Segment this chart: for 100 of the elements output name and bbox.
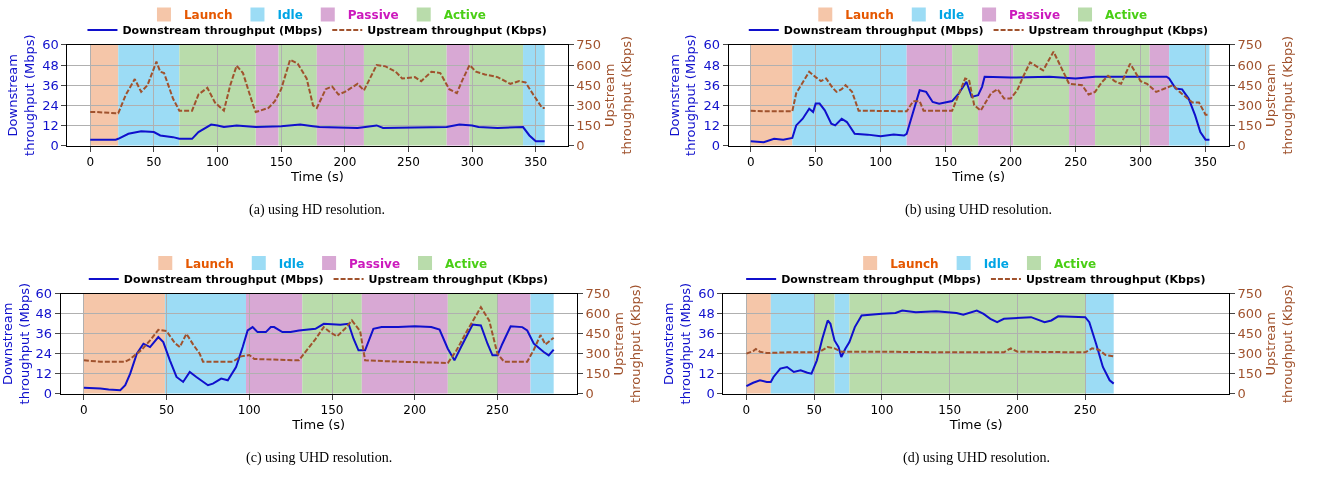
legend-label: Active	[1105, 8, 1148, 23]
line-series	[745, 309, 1115, 388]
y-tick-label: 60	[703, 37, 721, 53]
legend-label: Idle	[278, 256, 305, 271]
y2-tick-label: 450	[576, 77, 602, 93]
legend-label: Launch	[185, 256, 234, 271]
y2-tick-label: 750	[576, 37, 602, 53]
y-tick-label: 36	[42, 77, 59, 93]
y-tick-label: 36	[698, 326, 715, 342]
x-tick-label: 150	[269, 154, 293, 169]
y-tick-label: 48	[703, 57, 721, 73]
x-axis-title: Time (s)	[290, 168, 344, 184]
legend-label: Downstream throughput (Mbps)	[783, 24, 984, 38]
x-tick-label: 100	[869, 154, 893, 169]
line-series	[82, 306, 555, 364]
x-tick-label: 250	[1073, 402, 1097, 417]
legend-label: Passive	[349, 256, 401, 271]
legend-label: Upstream throughput (Kbps)	[367, 24, 547, 38]
x-tick-label: 250	[1064, 154, 1088, 169]
legend-label: Upstream throughput (Kbps)	[368, 273, 549, 287]
x-axis-title: Time (s)	[291, 416, 346, 432]
y2-tick-label: 600	[585, 306, 611, 322]
x-tick-label: 250	[397, 154, 420, 169]
x-tick-label: 200	[333, 154, 357, 169]
y-tick-label: 36	[703, 77, 721, 93]
legend-label: Launch	[890, 256, 939, 271]
y2-axis-title: Upstream throughput (Kbps)	[1262, 35, 1295, 155]
x-tick-label: 50	[808, 154, 824, 169]
x-tick-label: 300	[460, 154, 484, 169]
y2-tick-label: 0	[1237, 138, 1246, 154]
y-tick-label: 48	[698, 306, 715, 322]
line-series	[89, 58, 546, 115]
y-tick-label: 24	[703, 97, 721, 113]
legend-label: Passive	[347, 8, 399, 23]
text: (d) using UHD resolution.	[903, 450, 1050, 466]
x-tick-label: 50	[146, 154, 162, 169]
x-tick-label: 250	[485, 402, 509, 417]
legend-label: Downstream throughput (Mbps)	[781, 273, 981, 287]
y2-tick-label: 750	[1237, 286, 1263, 302]
legend-label: Downstream throughput (Mbps)	[123, 273, 324, 287]
y-tick-label: 12	[703, 117, 721, 133]
y-tick-label: 0	[706, 386, 715, 402]
y2-tick-label: 450	[1237, 77, 1263, 93]
legend-label: Launch	[845, 8, 894, 23]
y2-tick-label: 300	[576, 97, 602, 113]
line-series	[89, 123, 546, 143]
x-tick-label: 150	[320, 402, 344, 417]
y-tick-label: 0	[43, 386, 53, 402]
y2-tick-label: 300	[585, 346, 611, 362]
text: (c) using UHD resolution.	[246, 450, 393, 466]
y-tick-label: 60	[35, 286, 53, 302]
y2-tick-label: 150	[1237, 366, 1263, 382]
x-tick-label: 350	[1194, 154, 1217, 169]
x-tick-label: 100	[206, 154, 229, 169]
y2-tick-label: 300	[1237, 346, 1263, 362]
y2-tick-label: 0	[585, 386, 594, 402]
y-axis-title: Downstream throughput (Mbps)	[661, 283, 694, 405]
y-tick-label: 36	[35, 326, 53, 342]
y-tick-label: 48	[35, 306, 53, 322]
x-tick-label: 200	[1006, 402, 1029, 417]
line-series	[745, 346, 1115, 358]
line-series	[749, 50, 1211, 116]
y2-axis-title: Upstream throughput (Kbps)	[610, 284, 643, 404]
legend-label: Idle	[983, 256, 1009, 271]
x-tick-label: 100	[870, 402, 894, 417]
y2-tick-label: 0	[576, 138, 585, 154]
legend-label: Active	[1053, 256, 1097, 271]
y2-tick-label: 750	[585, 286, 611, 302]
y-axis-title: Downstream throughput (Mbps)	[666, 34, 699, 156]
y-tick-label: 24	[698, 346, 715, 362]
x-tick-label: 0	[746, 154, 755, 169]
y-axis-title: Downstream throughput (Mbps)	[0, 283, 32, 405]
y-tick-label: 24	[42, 97, 59, 113]
line-series	[749, 75, 1211, 144]
y-tick-label: 12	[42, 117, 59, 133]
x-tick-label: 0	[742, 402, 751, 417]
legend-label: Launch	[183, 8, 233, 23]
y-tick-label: 12	[698, 366, 715, 382]
y2-tick-label: 600	[1237, 306, 1263, 322]
y-tick-label: 0	[50, 138, 59, 154]
y-tick-label: 24	[35, 346, 53, 362]
legend-label: Idle	[277, 8, 303, 23]
x-tick-label: 150	[938, 402, 962, 417]
x-tick-label: 150	[934, 154, 958, 169]
y2-tick-label: 0	[1237, 386, 1246, 402]
x-tick-label: 300	[1129, 154, 1153, 169]
legend-label: Idle	[938, 8, 965, 23]
y2-tick-label: 750	[1237, 37, 1263, 53]
text: (a) using HD resolution.	[249, 202, 386, 218]
x-tick-label: 0	[86, 154, 95, 169]
y2-tick-label: 150	[585, 366, 611, 382]
y2-tick-label: 450	[1237, 326, 1263, 342]
y-tick-label: 12	[35, 366, 53, 382]
legend-label: Upstream throughput (Kbps)	[1025, 273, 1206, 287]
x-tick-label: 50	[806, 402, 822, 417]
x-tick-label: 50	[158, 402, 175, 417]
x-axis-title: Time (s)	[951, 168, 1006, 184]
y-tick-label: 48	[42, 57, 59, 73]
legend-label: Passive	[1009, 8, 1061, 23]
x-tick-label: 0	[80, 402, 88, 417]
